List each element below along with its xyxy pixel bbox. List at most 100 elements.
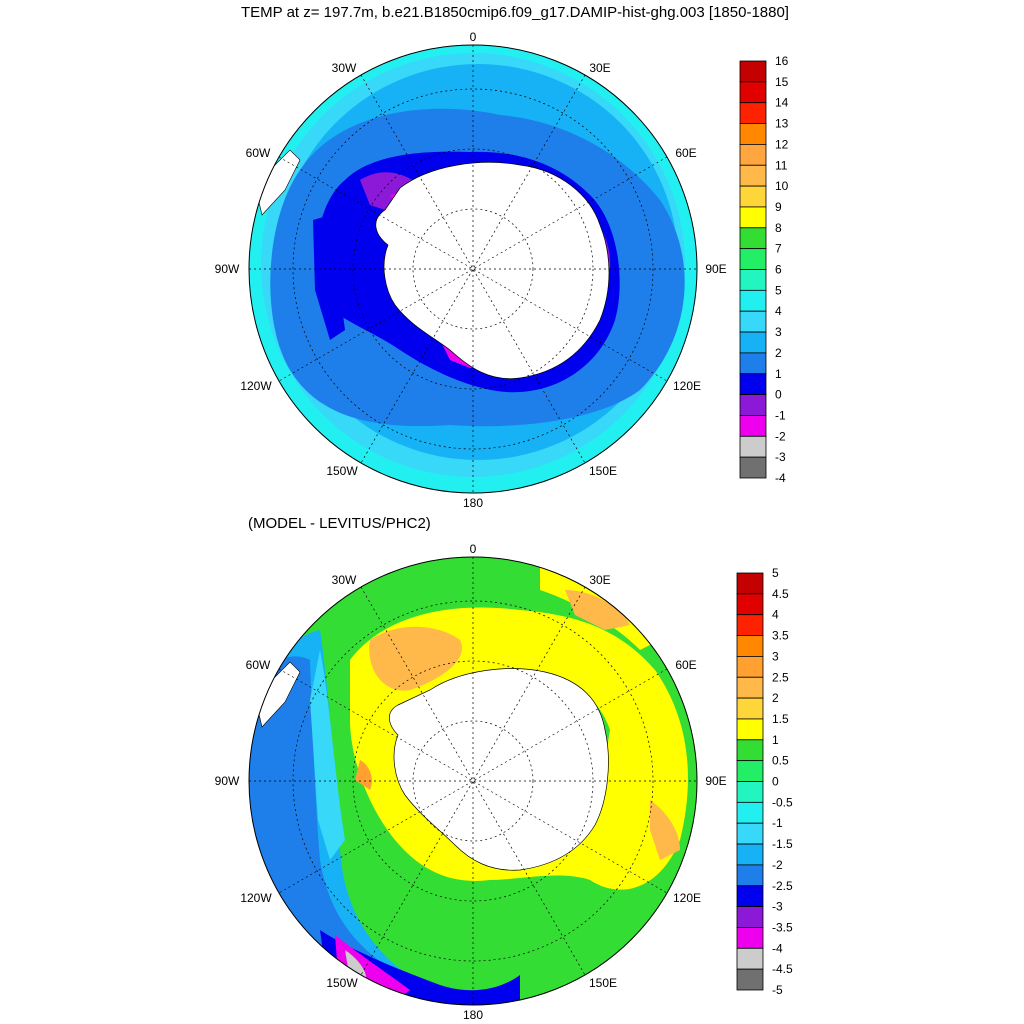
bottom-lon-label: 150W [326, 976, 358, 990]
bottom-lon-label: 120E [673, 891, 701, 905]
top-lon-label: 60E [675, 146, 696, 160]
bottom-lon-labels: 0 30E 60E 90E 120E 150E 180 150W 120W 90… [215, 542, 727, 1022]
top-colorbar-label: 13 [775, 117, 789, 131]
bottom-colorbar-label: -1 [772, 816, 783, 830]
top-cold-pool-west [313, 215, 345, 340]
bottom-antarctica [389, 668, 609, 871]
top-south-america [254, 149, 301, 216]
bottom-lon-label: 90W [215, 774, 240, 788]
bottom-colorbar-label: 1 [772, 733, 779, 747]
top-colorbar-box [739, 227, 767, 250]
top-lon-label: 30E [589, 61, 610, 75]
bottom-colorbar-box [736, 947, 764, 970]
bottom-lon-label: 30W [332, 573, 357, 587]
top-colorbar-label: 2 [775, 346, 782, 360]
top-lon-label: 150E [589, 464, 617, 478]
top-colorbar-box [739, 289, 767, 312]
bottom-colorbar-label: -3.5 [772, 920, 793, 934]
bottom-colorbar-box [736, 864, 764, 887]
bottom-lon-label: 180 [463, 1008, 483, 1022]
top-colorbar-label: 7 [775, 242, 782, 256]
bottom-colorbar-label: 2 [772, 691, 779, 705]
bottom-colorbar-box [736, 676, 764, 699]
top-colorbar-label: -1 [775, 408, 786, 422]
top-colorbar-label: 8 [775, 221, 782, 235]
top-lon-label: 120W [240, 379, 272, 393]
top-colorbar-box [739, 352, 767, 375]
top-colorbar-box [739, 185, 767, 208]
top-colorbar-box [739, 331, 767, 354]
bottom-colorbar-box [736, 906, 764, 928]
top-colorbar-box [739, 60, 767, 83]
bottom-lon-label: 30E [589, 573, 610, 587]
top-lon-label: 180 [463, 496, 483, 510]
top-colorbar-box [739, 394, 767, 416]
bottom-orange-patch-90w [355, 760, 372, 790]
bottom-colorbar-box [736, 843, 764, 866]
bottom-colorbar-box [736, 760, 764, 782]
bottom-west-cyan-strip [310, 650, 345, 860]
top-colorbar-box [739, 415, 767, 437]
bottom-orange-patch-100e [650, 800, 680, 860]
bottom-colorbar-label: 3 [772, 649, 779, 663]
top-colorbar-label: 12 [775, 137, 789, 151]
top-colorbar-box [739, 164, 767, 187]
bottom-lon-label: 120W [240, 891, 272, 905]
bottom-lon-label: 60E [675, 658, 696, 672]
top-colorbar-label: 6 [775, 263, 782, 277]
top-colorbar-label: 0 [775, 388, 782, 402]
bottom-colorbar-box [736, 718, 764, 741]
bottom-panel-title: (MODEL - LEVITUS/PHC2) [248, 515, 431, 532]
top-lon-labels: 0 30E 60E 90E 120E 150E 180 150W 120W 90… [215, 30, 727, 510]
bottom-colorbar-box [736, 656, 764, 678]
top-colorbar-box [739, 435, 767, 458]
bottom-colorbar-label: -0.5 [772, 795, 793, 809]
bottom-colorbar-label: -5 [772, 983, 783, 997]
bottom-colorbar-label: -2.5 [772, 879, 793, 893]
top-antarctica [375, 162, 610, 380]
bottom-colorbar-box [736, 781, 764, 803]
bottom-orange-patch-30e [565, 590, 630, 630]
bottom-south-america [254, 661, 301, 728]
top-colorbar-box [739, 123, 767, 145]
bottom-colorbar: 5 4.5 4 3.5 3 2.5 2 1.5 1 0.5 0 -0.5 -1 -1.5 -2 -2.5 -3 -… [736, 566, 793, 997]
top-colorbar-box [739, 81, 767, 104]
top-colorbar-box [739, 269, 767, 291]
top-colorbar-label: 14 [775, 96, 789, 110]
bottom-colorbar-label: 4 [772, 608, 779, 622]
top-map-fields [249, 45, 697, 493]
top-colorbar-box [739, 373, 767, 396]
top-colorbar-label: 4 [775, 304, 782, 318]
bottom-colorbar-label: -2 [772, 858, 783, 872]
top-lon-label: 120E [673, 379, 701, 393]
bottom-colorbar-label: 0 [772, 775, 779, 789]
top-colorbar-box [739, 102, 767, 124]
bottom-colorbar-label: 1.5 [772, 712, 789, 726]
bottom-colorbar-label: -4 [772, 941, 783, 955]
top-colorbar-label: 10 [775, 179, 789, 193]
top-colorbar-label: 1 [775, 367, 782, 381]
top-colorbar-label: -3 [775, 450, 786, 464]
bottom-colorbar-box [736, 593, 764, 616]
bottom-colorbar-box [736, 968, 764, 991]
top-colorbar-box [739, 310, 767, 333]
bottom-colorbar-label: 5 [772, 566, 779, 580]
bottom-graticule [249, 557, 697, 1005]
bottom-lon-label: 60W [246, 658, 271, 672]
bottom-colorbar-label: 3.5 [772, 629, 789, 643]
bottom-map: 0 30E 60E 90E 120E 150E 180 150W 120W 90… [215, 542, 727, 1022]
top-lon-label: 90E [705, 262, 726, 276]
bottom-map-border [248, 556, 698, 1006]
bottom-lon-label: 90E [705, 774, 726, 788]
bottom-colorbar-box [736, 822, 764, 845]
top-colorbar-label: -2 [775, 429, 786, 443]
bottom-colorbar-label: 2.5 [772, 670, 789, 684]
bottom-map-fields [249, 557, 697, 1005]
top-lon-label: 0 [470, 30, 477, 44]
top-lon-label: 150W [326, 464, 358, 478]
top-lon-label: 30W [332, 61, 357, 75]
bottom-colorbar-box [736, 801, 764, 824]
